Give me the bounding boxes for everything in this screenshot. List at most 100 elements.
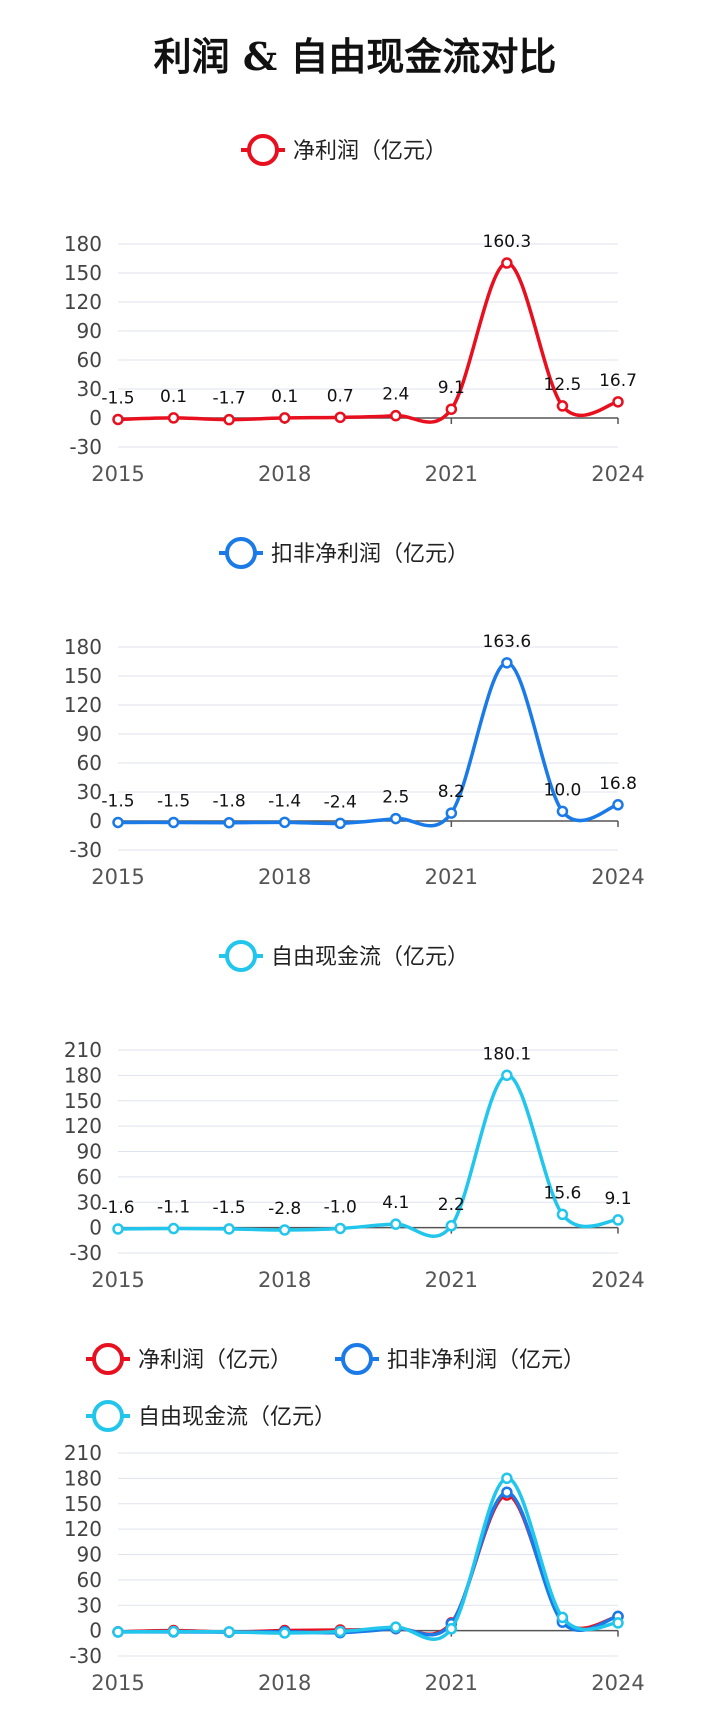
legend-label-0-0: 净利润（亿元） [293, 139, 447, 164]
data-label-0-4: -2.4 [324, 792, 357, 812]
x-tick-label-3: 2024 [591, 865, 644, 889]
data-point-0-3 [278, 816, 291, 829]
data-point-0-8 [556, 400, 569, 412]
data-point-0-6 [445, 403, 458, 415]
x-tick-label-0: 2015 [91, 1671, 144, 1695]
data-point-0-5 [390, 812, 402, 825]
y-tick-label-1: 0 [89, 809, 102, 833]
data-point-0-1 [167, 412, 180, 424]
series-line-0 [117, 261, 619, 424]
y-tick-label-8: 210 [64, 1441, 102, 1465]
data-label-0-3: 0.1 [271, 387, 298, 407]
y-tick-label-5: 120 [64, 1517, 102, 1541]
y-tick-label-1: 0 [89, 1619, 102, 1643]
y-tick-label-2: 30 [77, 1593, 102, 1617]
data-label-0-1: -1.1 [157, 1198, 190, 1218]
y-tick-label-2: 30 [77, 1190, 102, 1214]
y-tick-label-8: 210 [64, 1038, 102, 1062]
x-tick-label-2: 2021 [425, 1671, 478, 1695]
y-tick-label-5: 120 [64, 1114, 102, 1138]
y-tick-label-4: 90 [77, 722, 102, 746]
data-label-0-0: -1.5 [101, 388, 134, 408]
y-tick-label-6: 150 [64, 1492, 102, 1516]
legend-marker-1-0 [225, 537, 257, 569]
x-tick-label-2: 2021 [425, 462, 478, 486]
data-point-0-2 [223, 816, 235, 829]
x-tick-label-1: 2018 [258, 1671, 311, 1695]
x-tick-label-3: 2024 [591, 462, 644, 486]
data-point-0-7 [501, 257, 513, 269]
x-tick-label-3: 2024 [591, 1671, 644, 1695]
data-point-0-0 [112, 816, 124, 829]
y-tick-label-0: -30 [69, 1241, 102, 1265]
y-tick-label-6: 150 [64, 1089, 102, 1113]
x-tick-label-2: 2021 [425, 865, 478, 889]
data-label-0-0: -1.5 [101, 791, 134, 811]
data-label-0-9: 16.8 [599, 774, 637, 794]
y-tick-label-1: 0 [89, 1216, 102, 1240]
y-tick-label-3: 60 [77, 348, 102, 372]
data-point-2-8 [556, 1611, 569, 1624]
y-tick-label-3: 60 [77, 751, 102, 775]
data-point-0-3 [278, 412, 291, 424]
y-tick-label-5: 120 [64, 693, 102, 717]
y-tick-label-7: 180 [64, 635, 102, 659]
data-label-0-2: -1.7 [213, 389, 246, 409]
data-point-0-8 [556, 1208, 569, 1221]
legend-label-3-0: 净利润（亿元） [138, 1348, 292, 1373]
data-point-0-0 [112, 413, 124, 426]
legend-marker-3-0 [92, 1343, 124, 1375]
y-tick-label-7: 180 [64, 1063, 102, 1087]
data-point-0-1 [167, 1222, 180, 1235]
data-label-0-9: 16.7 [599, 371, 637, 391]
data-point-0-6 [445, 1220, 458, 1232]
x-tick-label-0: 2015 [91, 1268, 144, 1292]
data-label-0-5: 4.1 [382, 1193, 409, 1213]
data-point-2-9 [612, 1617, 624, 1629]
data-label-0-2: -1.5 [213, 1198, 246, 1218]
data-point-2-1 [167, 1625, 180, 1638]
x-tick-label-0: 2015 [91, 462, 144, 486]
data-point-2-4 [334, 1625, 346, 1638]
data-point-0-7 [501, 1069, 513, 1082]
data-point-2-7 [501, 1472, 513, 1485]
data-label-0-7: 163.6 [483, 632, 532, 652]
data-point-0-4 [334, 411, 346, 424]
y-tick-label-5: 120 [64, 290, 102, 314]
legend-label-3-2: 自由现金流（亿元） [138, 1405, 336, 1430]
data-label-0-0: -1.6 [101, 1198, 134, 1218]
y-tick-label-2: 30 [77, 377, 102, 401]
data-point-0-0 [112, 1223, 124, 1235]
x-tick-label-1: 2018 [258, 462, 311, 486]
data-point-0-2 [223, 1223, 235, 1235]
y-tick-label-2: 30 [77, 780, 102, 804]
data-label-0-7: 160.3 [483, 232, 532, 252]
legend-marker-3-2 [92, 1400, 124, 1432]
y-tick-label-0: -30 [69, 838, 102, 862]
x-tick-label-1: 2018 [258, 865, 311, 889]
legend-label-1-0: 扣非净利润（亿元） [271, 542, 469, 567]
chart-2: 扣非净利润（亿元） -30 0 30 60 90 120 150 180 2015 2018 2021… [64, 537, 645, 889]
data-point-0-3 [278, 1224, 291, 1236]
data-label-0-6: 9.1 [438, 378, 465, 398]
data-label-0-4: -1.0 [324, 1197, 357, 1217]
y-tick-label-4: 90 [77, 319, 102, 343]
x-tick-label-0: 2015 [91, 865, 144, 889]
data-label-0-2: -1.8 [213, 792, 246, 812]
data-label-0-8: 12.5 [544, 375, 582, 395]
y-tick-label-3: 60 [77, 1165, 102, 1189]
data-label-0-7: 180.1 [483, 1044, 532, 1064]
y-tick-label-0: -30 [69, 435, 102, 459]
data-label-0-4: 0.7 [327, 386, 354, 406]
data-label-0-9: 9.1 [604, 1189, 631, 1209]
data-label-0-1: -1.5 [157, 791, 190, 811]
data-point-0-2 [223, 413, 235, 426]
y-tick-label-7: 180 [64, 1466, 102, 1490]
data-point-2-3 [278, 1627, 291, 1639]
series-line-2 [117, 1476, 619, 1642]
data-point-2-5 [390, 1621, 402, 1633]
legend-marker-3-1 [341, 1343, 373, 1375]
series-line-0 [117, 661, 619, 828]
legend-marker-0-0 [247, 134, 279, 166]
